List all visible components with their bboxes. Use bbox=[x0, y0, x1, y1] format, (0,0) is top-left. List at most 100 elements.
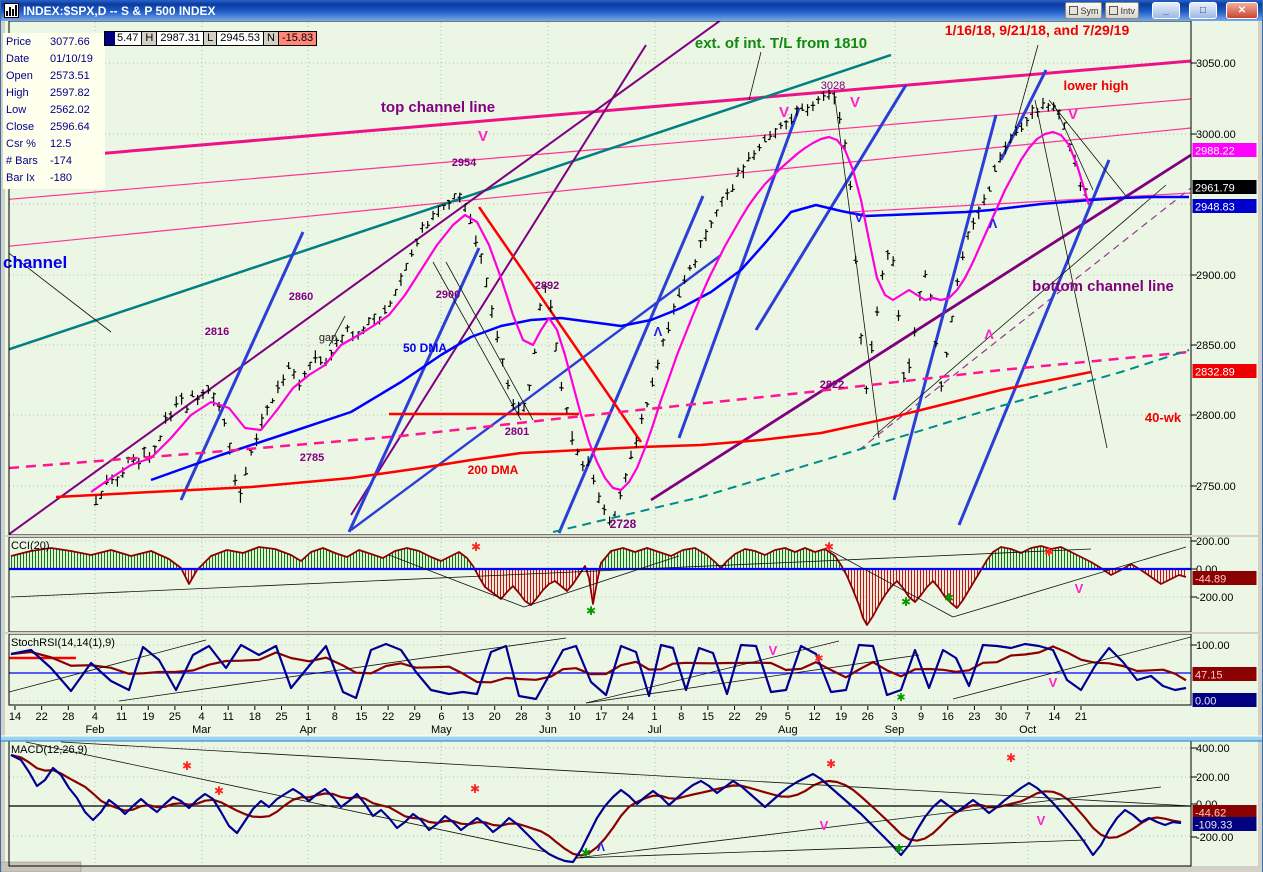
day-tick-label: 15 bbox=[702, 711, 714, 723]
svg-text:-44.62: -44.62 bbox=[1195, 808, 1226, 820]
main-markers: V V V V Λ V Λ Λ bbox=[478, 94, 1078, 342]
price-badge bbox=[1192, 817, 1257, 831]
ma-50-curve bbox=[150, 195, 1189, 482]
month-label: Aug bbox=[778, 724, 798, 736]
svg-text:✱: ✱ bbox=[470, 782, 480, 796]
time-axis: 14 22 28 4 11 19 25 4 11 18 25 1 8 15 22 29 6 13 20 28 3 10 17… bbox=[9, 706, 1087, 736]
annotation: top channel line bbox=[381, 99, 495, 116]
intv-button[interactable]: Intv bbox=[1105, 2, 1139, 19]
svg-text:2988.22: 2988.22 bbox=[1195, 146, 1235, 158]
info-row: High 2597.82 bbox=[6, 87, 90, 99]
svg-text:✱: ✱ bbox=[814, 653, 823, 665]
svg-text:V: V bbox=[1068, 106, 1078, 123]
price-badge bbox=[1192, 364, 1257, 378]
svg-text:V: V bbox=[769, 643, 778, 658]
annotation: 2816 bbox=[205, 326, 229, 338]
info-row: Csr % 12.5 bbox=[6, 138, 72, 150]
svg-text:✱: ✱ bbox=[214, 784, 224, 798]
maximize-button[interactable]: □ bbox=[1189, 2, 1217, 19]
svg-text:V: V bbox=[1075, 581, 1084, 596]
day-tick-label: 14 bbox=[1048, 711, 1060, 723]
svg-text:✱: ✱ bbox=[1006, 751, 1016, 765]
day-tick-label: 11 bbox=[116, 711, 127, 723]
svg-text:✱: ✱ bbox=[901, 595, 911, 609]
open-cell: 5.47 bbox=[104, 31, 143, 46]
annotation: 3028 bbox=[821, 80, 845, 92]
macd-pane-label: MACD(12,26,9) bbox=[11, 744, 87, 756]
day-tick-label: 26 bbox=[862, 711, 874, 723]
day-tick-label: 19 bbox=[835, 711, 847, 723]
svg-text:✱: ✱ bbox=[586, 604, 596, 618]
day-tick-label: 4 bbox=[198, 711, 204, 723]
day-tick-label: 28 bbox=[515, 711, 527, 723]
day-tick-label: 9 bbox=[918, 711, 924, 723]
day-tick-label: 4 bbox=[92, 711, 98, 723]
minimize-icon: _ bbox=[1163, 5, 1169, 16]
annotation: 200 DMA bbox=[468, 463, 519, 477]
svg-text:✱: ✱ bbox=[581, 846, 591, 860]
axis-label: 200.00 bbox=[1196, 536, 1230, 548]
info-row: Price 3077.66 bbox=[6, 36, 90, 48]
day-tick-label: 1 bbox=[305, 711, 311, 723]
axis-label: 3050.00 bbox=[1196, 58, 1236, 70]
net-label: N bbox=[264, 31, 279, 46]
day-tick-label: 25 bbox=[275, 711, 287, 723]
month-label: Jun bbox=[539, 724, 557, 736]
svg-text:-109.33: -109.33 bbox=[1195, 820, 1232, 832]
svg-text:Λ: Λ bbox=[984, 326, 994, 342]
svg-text:2832.89: 2832.89 bbox=[1195, 367, 1235, 379]
month-label: Sep bbox=[885, 724, 905, 736]
window-title: INDEX:$SPX,D -- S & P 500 INDEX bbox=[23, 3, 216, 18]
title-bar[interactable]: INDEX:$SPX,D -- S & P 500 INDEX Sym Intv… bbox=[1, 0, 1262, 21]
day-tick-label: 3 bbox=[891, 711, 897, 723]
day-tick-label: 22 bbox=[36, 711, 48, 723]
price-badge bbox=[1192, 143, 1257, 157]
close-button[interactable]: ✕ bbox=[1226, 2, 1258, 19]
svg-text:V: V bbox=[1049, 675, 1058, 690]
day-tick-label: 12 bbox=[808, 711, 820, 723]
annotation: gap bbox=[319, 332, 337, 344]
net-value: -15.83 bbox=[278, 31, 318, 46]
axis-label: 200.00 bbox=[1196, 772, 1230, 784]
day-tick-label: 29 bbox=[755, 711, 767, 723]
axis-label: 400.00 bbox=[1196, 743, 1230, 755]
month-label: May bbox=[431, 724, 452, 736]
day-tick-label: 20 bbox=[489, 711, 501, 723]
day-tick-label: 3 bbox=[545, 711, 551, 723]
day-tick-label: 15 bbox=[355, 711, 367, 723]
cci-pane-label: CCI(20) bbox=[11, 540, 50, 552]
day-tick-label: 6 bbox=[438, 711, 444, 723]
sym-button[interactable]: Sym bbox=[1065, 2, 1103, 19]
stochrsi-pane-label: StochRSI(14,14(1),9) bbox=[11, 637, 115, 649]
day-tick-label: 14 bbox=[9, 711, 21, 723]
svg-text:-44.89: -44.89 bbox=[1195, 574, 1226, 586]
day-tick-label: 29 bbox=[409, 711, 421, 723]
price-bars bbox=[93, 89, 1088, 526]
axis-label: 2800.00 bbox=[1196, 410, 1236, 422]
svg-text:Λ: Λ bbox=[989, 216, 998, 231]
svg-text:✱: ✱ bbox=[896, 692, 905, 704]
annotation: ext. of int. T/L from 1810 bbox=[695, 35, 867, 52]
dash-magenta-curve bbox=[9, 350, 1190, 470]
annotation: 40-wk bbox=[1145, 410, 1182, 425]
day-tick-label: 7 bbox=[1025, 711, 1031, 723]
ma-fast-curve bbox=[90, 130, 1091, 493]
day-tick-label: 19 bbox=[142, 711, 154, 723]
main-annotations: channel top channel line 2954 ext. of int. … bbox=[3, 22, 1182, 531]
maximize-icon: □ bbox=[1199, 5, 1207, 16]
day-tick-label: 24 bbox=[622, 711, 634, 723]
svg-text:V: V bbox=[820, 818, 829, 833]
main-price-pane bbox=[9, 21, 1191, 535]
high-value: 2987.31 bbox=[157, 31, 205, 46]
axis-label: 2850.00 bbox=[1196, 340, 1236, 352]
svg-text:✱: ✱ bbox=[182, 759, 192, 773]
macd-pane: ✱ ✱ ✱ ✱ ✱ V V ✱ ✱ Λ MACD(12,26,9) bbox=[9, 741, 1191, 864]
svg-text:✱: ✱ bbox=[944, 591, 954, 605]
minimize-button[interactable]: _ bbox=[1152, 2, 1180, 19]
svg-text:V: V bbox=[779, 104, 789, 121]
day-tick-label: 13 bbox=[462, 711, 474, 723]
day-tick-label: 30 bbox=[995, 711, 1007, 723]
day-tick-label: 22 bbox=[382, 711, 394, 723]
